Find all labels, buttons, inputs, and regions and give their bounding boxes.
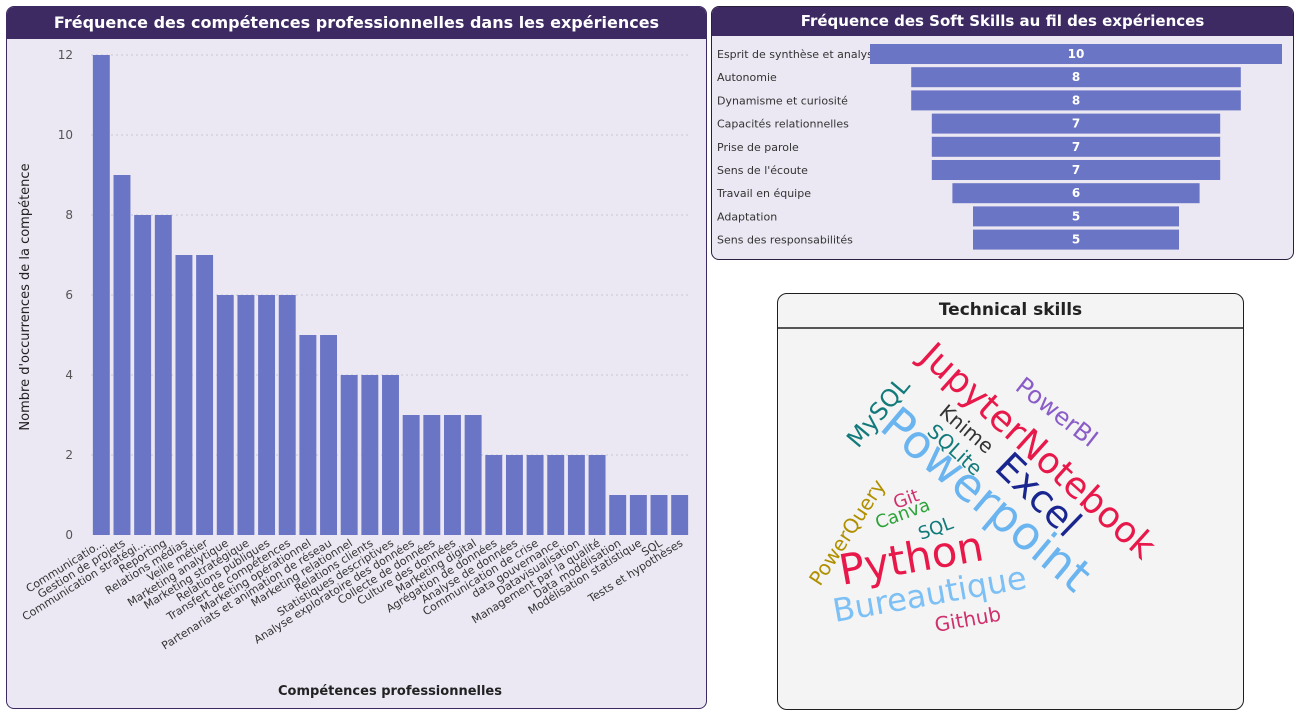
- bar[interactable]: [237, 295, 255, 535]
- bar[interactable]: [361, 375, 379, 535]
- bar[interactable]: [113, 175, 131, 535]
- y-tick-label: 12: [58, 48, 73, 62]
- soft-skill-bar[interactable]: [973, 206, 1179, 227]
- bar[interactable]: [485, 455, 503, 535]
- professional-skills-title: Fréquence des compétences professionnell…: [7, 7, 706, 39]
- bar[interactable]: [134, 215, 152, 535]
- soft-skill-label: Capacités relationnelles: [717, 118, 849, 131]
- technical-skills-title: Technical skills: [778, 294, 1243, 329]
- soft-skill-label: Prise de parole: [717, 141, 799, 154]
- soft-skill-value: 6: [1072, 186, 1080, 200]
- soft-skill-label: Sens des responsabilités: [717, 234, 853, 247]
- soft-skill-value: 7: [1072, 163, 1080, 177]
- y-tick-label: 6: [65, 288, 73, 302]
- bar[interactable]: [567, 455, 585, 535]
- soft-skill-value: 5: [1072, 209, 1080, 223]
- bar[interactable]: [382, 375, 399, 535]
- bar[interactable]: [671, 495, 689, 535]
- x-axis-label: Compétences professionnelles: [278, 684, 502, 699]
- soft-skill-value: 5: [1072, 233, 1080, 247]
- soft-skill-label: Travail en équipe: [716, 187, 811, 200]
- soft-skill-label: Dynamisme et curiosité: [717, 94, 848, 107]
- bar[interactable]: [402, 415, 420, 535]
- bar[interactable]: [258, 295, 276, 535]
- soft-skill-value: 7: [1072, 117, 1080, 131]
- bar[interactable]: [443, 415, 461, 535]
- soft-skill-value: 10: [1068, 47, 1085, 61]
- soft-skill-value: 8: [1072, 70, 1080, 84]
- bar[interactable]: [196, 255, 214, 535]
- soft-skill-label: Esprit de synthèse et analyse: [717, 48, 880, 61]
- soft-skills-title: Fréquence des Soft Skills au fil des exp…: [712, 7, 1293, 36]
- bar[interactable]: [154, 215, 172, 535]
- y-axis-label: Nombre d'occurrences de la compétence: [18, 163, 33, 430]
- soft-skill-bar[interactable]: [931, 136, 1221, 157]
- y-tick-label: 8: [65, 208, 73, 222]
- y-tick-label: 10: [58, 128, 73, 142]
- bar[interactable]: [526, 455, 544, 535]
- bar[interactable]: [216, 295, 234, 535]
- y-tick-label: 4: [65, 368, 73, 382]
- soft-skill-value: 7: [1072, 140, 1080, 154]
- professional-skills-chart: Nombre d'occurrences de la compétence Co…: [18, 48, 690, 699]
- bar[interactable]: [505, 455, 523, 535]
- y-tick-label: 2: [65, 448, 73, 462]
- soft-skill-bar[interactable]: [870, 44, 1282, 64]
- soft-skill-bar[interactable]: [911, 90, 1241, 111]
- soft-skill-bar[interactable]: [931, 160, 1221, 180]
- soft-skill-value: 8: [1072, 93, 1080, 107]
- bar[interactable]: [650, 495, 668, 535]
- technical-skills-panel: Technical skills JupyterNotebook PowerBI M…: [777, 293, 1244, 710]
- soft-skill-label: Sens de l'écoute: [717, 164, 808, 177]
- bar[interactable]: [175, 255, 193, 535]
- bar[interactable]: [299, 335, 317, 535]
- bar[interactable]: [423, 415, 441, 535]
- soft-skill-label: Adaptation: [717, 210, 777, 223]
- soft-skill-bar[interactable]: [911, 67, 1241, 88]
- soft-skill-bar[interactable]: [973, 229, 1179, 250]
- soft-skill-label: Autonomie: [717, 71, 777, 84]
- bar[interactable]: [340, 375, 358, 535]
- bar[interactable]: [278, 295, 296, 535]
- bar[interactable]: [547, 455, 565, 535]
- soft-skills-panel: Fréquence des Soft Skills au fil des exp…: [711, 6, 1294, 260]
- soft-skill-bar[interactable]: [931, 113, 1221, 134]
- soft-skills-chart: Esprit de synthèse et analyse 10 Autonomie…: [716, 44, 1282, 250]
- bar[interactable]: [464, 415, 482, 535]
- soft-skill-bar[interactable]: [952, 183, 1200, 204]
- bar[interactable]: [92, 55, 110, 535]
- bar[interactable]: [320, 335, 338, 535]
- bar[interactable]: [609, 495, 627, 535]
- y-tick-label: 0: [65, 528, 73, 542]
- bar[interactable]: [588, 455, 606, 535]
- bar[interactable]: [629, 495, 647, 535]
- professional-skills-panel: Fréquence des compétences professionnell…: [6, 6, 707, 709]
